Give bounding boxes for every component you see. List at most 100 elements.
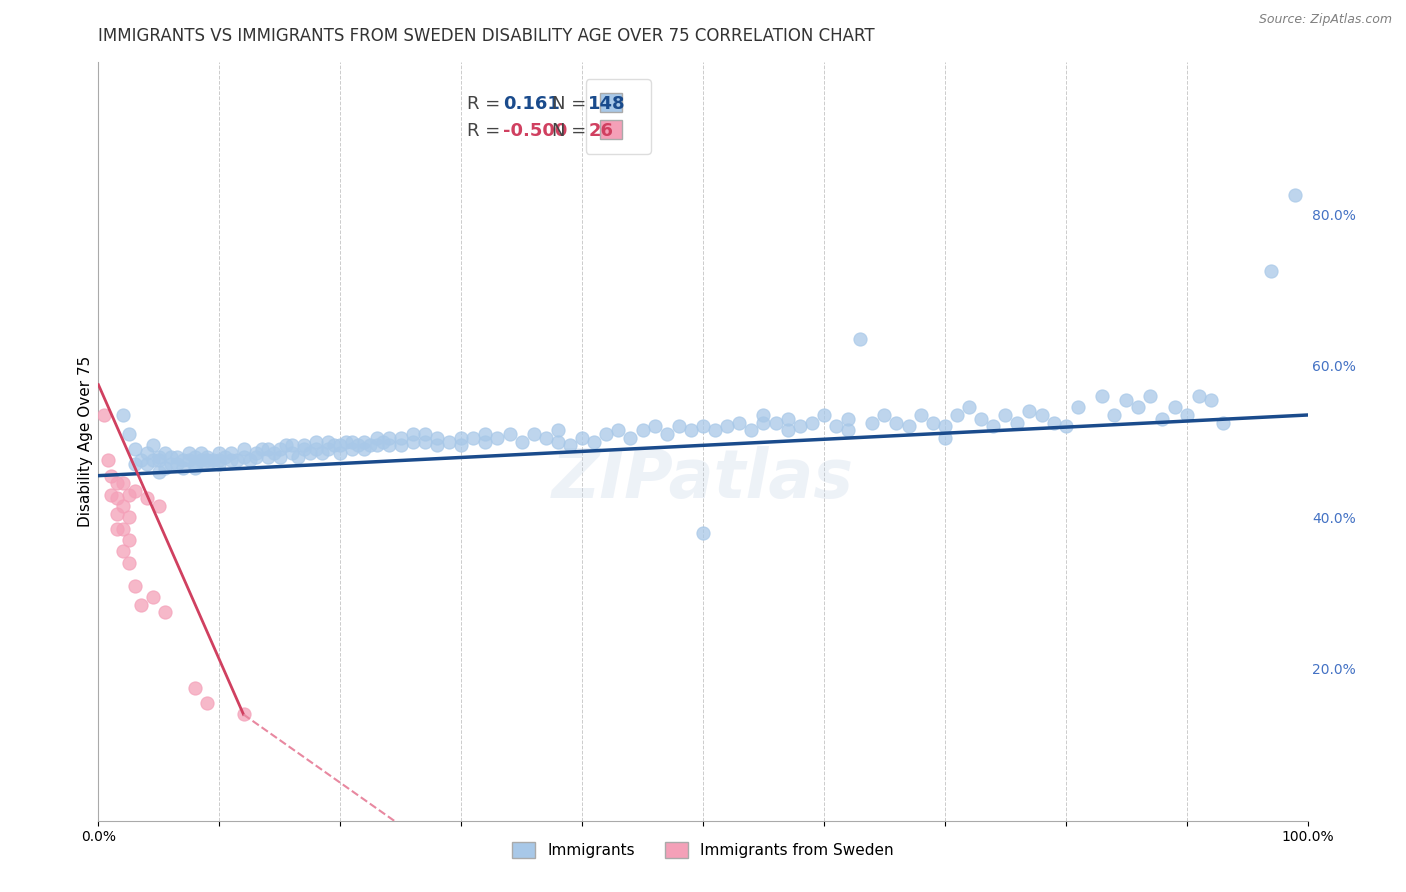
Point bbox=[184, 458, 207, 472]
Point bbox=[299, 446, 322, 460]
Point bbox=[644, 419, 666, 434]
Point bbox=[1188, 389, 1211, 403]
Point bbox=[100, 487, 122, 501]
Point bbox=[232, 442, 254, 457]
Point bbox=[558, 438, 581, 452]
Point bbox=[208, 458, 231, 472]
Point bbox=[860, 416, 883, 430]
Point bbox=[105, 476, 128, 491]
Point bbox=[105, 507, 128, 521]
Point bbox=[245, 446, 267, 460]
Point bbox=[214, 450, 236, 464]
Point bbox=[342, 434, 364, 449]
Point bbox=[934, 419, 956, 434]
Point bbox=[740, 423, 762, 437]
Point bbox=[595, 427, 617, 442]
Legend: Immigrants, Immigrants from Sweden: Immigrants, Immigrants from Sweden bbox=[505, 835, 901, 866]
Point bbox=[1007, 416, 1029, 430]
Point bbox=[287, 450, 309, 464]
Text: R =: R = bbox=[467, 121, 501, 140]
Point bbox=[886, 416, 908, 430]
Point bbox=[292, 438, 315, 452]
Point bbox=[172, 461, 194, 475]
Point bbox=[837, 412, 859, 426]
Point bbox=[813, 408, 835, 422]
Point bbox=[124, 579, 146, 593]
Point bbox=[994, 408, 1017, 422]
Point bbox=[118, 510, 141, 524]
Point bbox=[402, 434, 425, 449]
Point bbox=[111, 544, 134, 558]
Point bbox=[402, 427, 425, 442]
Point bbox=[1018, 404, 1040, 418]
Point bbox=[124, 483, 146, 498]
Point bbox=[148, 453, 170, 467]
Point bbox=[148, 450, 170, 464]
Point bbox=[765, 416, 787, 430]
Point bbox=[195, 458, 218, 472]
Point bbox=[148, 465, 170, 479]
Point bbox=[981, 419, 1004, 434]
Point bbox=[607, 423, 630, 437]
Point bbox=[692, 419, 714, 434]
Point bbox=[118, 533, 141, 548]
Point bbox=[160, 450, 183, 464]
Point bbox=[523, 427, 546, 442]
Point bbox=[1163, 401, 1185, 415]
Text: 0.161: 0.161 bbox=[503, 95, 561, 113]
Point bbox=[510, 434, 533, 449]
Text: 26: 26 bbox=[588, 121, 613, 140]
Point bbox=[413, 427, 436, 442]
Point bbox=[498, 427, 520, 442]
Y-axis label: Disability Age Over 75: Disability Age Over 75 bbox=[77, 356, 93, 527]
Point bbox=[124, 442, 146, 457]
Point bbox=[934, 431, 956, 445]
Text: N =: N = bbox=[551, 121, 586, 140]
Point bbox=[153, 446, 176, 460]
Point bbox=[1091, 389, 1114, 403]
Point bbox=[789, 419, 811, 434]
Text: -0.500: -0.500 bbox=[503, 121, 568, 140]
Point bbox=[704, 423, 727, 437]
Point bbox=[135, 446, 157, 460]
Point bbox=[366, 438, 388, 452]
Point bbox=[135, 458, 157, 472]
Point bbox=[281, 438, 304, 452]
Point bbox=[474, 427, 496, 442]
Point bbox=[655, 427, 678, 442]
Point bbox=[1067, 401, 1090, 415]
Point bbox=[752, 416, 775, 430]
Point bbox=[366, 431, 388, 445]
Point bbox=[166, 450, 188, 464]
Point bbox=[426, 431, 449, 445]
Point bbox=[619, 431, 641, 445]
Point bbox=[463, 431, 485, 445]
Point bbox=[1284, 188, 1306, 202]
Point bbox=[1128, 401, 1150, 415]
Point bbox=[190, 446, 212, 460]
Point bbox=[142, 453, 165, 467]
Point bbox=[335, 434, 357, 449]
Point bbox=[849, 332, 872, 346]
Point bbox=[281, 446, 304, 460]
Point bbox=[450, 431, 472, 445]
Point bbox=[208, 446, 231, 460]
Point bbox=[692, 525, 714, 540]
Point bbox=[111, 408, 134, 422]
Point bbox=[631, 423, 654, 437]
Text: 148: 148 bbox=[588, 95, 626, 113]
Point bbox=[1212, 416, 1234, 430]
Point bbox=[329, 446, 352, 460]
Point bbox=[153, 461, 176, 475]
Point bbox=[437, 434, 460, 449]
Point bbox=[873, 408, 896, 422]
Point bbox=[316, 442, 339, 457]
Point bbox=[172, 453, 194, 467]
Point bbox=[377, 431, 399, 445]
Point bbox=[269, 442, 291, 457]
Text: R =: R = bbox=[467, 95, 501, 113]
Point bbox=[800, 416, 823, 430]
Point bbox=[232, 707, 254, 722]
Point bbox=[776, 423, 799, 437]
Point bbox=[946, 408, 969, 422]
